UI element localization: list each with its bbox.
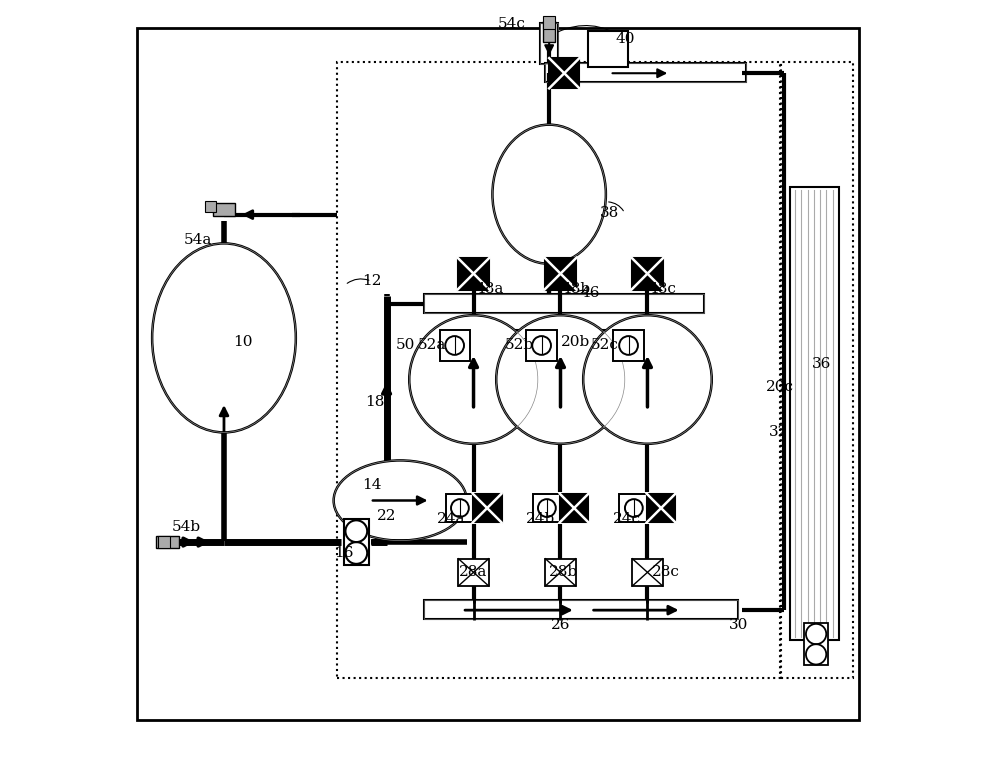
Bar <box>540 23 558 65</box>
Bar <box>458 258 489 289</box>
Text: 36: 36 <box>812 357 831 371</box>
Bar <box>619 493 648 522</box>
Bar <box>540 23 558 65</box>
Circle shape <box>451 499 469 517</box>
Ellipse shape <box>409 315 538 444</box>
Text: 54c: 54c <box>497 17 525 31</box>
Text: 14: 14 <box>362 478 381 493</box>
Text: 22: 22 <box>377 509 396 523</box>
Text: 24b: 24b <box>525 512 555 527</box>
Bar <box>526 330 557 361</box>
Bar <box>156 536 179 548</box>
Bar <box>344 519 369 565</box>
Ellipse shape <box>496 315 625 444</box>
Text: 54a: 54a <box>183 232 212 247</box>
Text: 46: 46 <box>581 285 600 300</box>
Circle shape <box>532 336 551 355</box>
Text: 52b: 52b <box>504 339 533 352</box>
Bar <box>545 258 576 289</box>
Text: 30: 30 <box>729 619 748 632</box>
Ellipse shape <box>334 461 467 540</box>
Ellipse shape <box>492 124 606 264</box>
Text: 52a: 52a <box>418 339 446 352</box>
Bar <box>424 294 704 313</box>
Bar <box>424 600 738 619</box>
Text: 32: 32 <box>769 426 788 439</box>
Bar <box>560 493 588 522</box>
Bar <box>446 493 474 522</box>
Text: 48b: 48b <box>561 282 590 296</box>
Bar <box>424 294 704 313</box>
Text: 24a: 24a <box>437 512 465 527</box>
Bar <box>588 31 628 68</box>
Bar <box>545 64 746 82</box>
Text: 18: 18 <box>366 395 385 409</box>
Text: 54b: 54b <box>172 520 201 534</box>
Text: 20b: 20b <box>561 335 590 348</box>
Bar <box>543 16 555 30</box>
Circle shape <box>619 336 638 355</box>
Bar <box>473 493 502 522</box>
Text: 48a: 48a <box>476 282 504 296</box>
Text: 38: 38 <box>600 206 619 220</box>
Text: 28c: 28c <box>652 565 680 579</box>
Bar <box>613 330 644 361</box>
Text: 24c: 24c <box>613 512 641 527</box>
Circle shape <box>445 336 464 355</box>
Text: 28b: 28b <box>549 565 578 579</box>
Bar <box>533 493 561 522</box>
Bar <box>543 21 555 43</box>
Bar <box>647 493 675 522</box>
Bar <box>458 559 489 586</box>
Bar <box>545 64 746 82</box>
Bar <box>781 62 853 679</box>
Text: 12: 12 <box>362 274 381 288</box>
Bar <box>424 600 738 619</box>
Bar <box>632 559 663 586</box>
Bar <box>549 58 579 88</box>
Circle shape <box>538 499 556 517</box>
Ellipse shape <box>152 244 296 433</box>
Bar <box>205 201 216 212</box>
Bar <box>632 258 663 289</box>
Text: 40: 40 <box>615 32 635 46</box>
Text: 20c: 20c <box>766 380 794 394</box>
Bar <box>545 559 576 586</box>
Ellipse shape <box>583 315 712 444</box>
Text: 50: 50 <box>396 339 415 352</box>
Bar <box>804 623 828 666</box>
Text: 52c: 52c <box>590 339 618 352</box>
Text: 10: 10 <box>233 335 253 348</box>
Text: 48c: 48c <box>649 282 677 296</box>
Bar <box>213 203 235 216</box>
Circle shape <box>625 499 643 517</box>
Text: 16: 16 <box>334 546 353 560</box>
Text: 26: 26 <box>551 619 570 632</box>
Bar <box>790 187 839 641</box>
Bar <box>440 330 470 361</box>
Text: 28a: 28a <box>459 565 488 579</box>
Bar <box>158 536 170 548</box>
Bar <box>337 62 780 679</box>
